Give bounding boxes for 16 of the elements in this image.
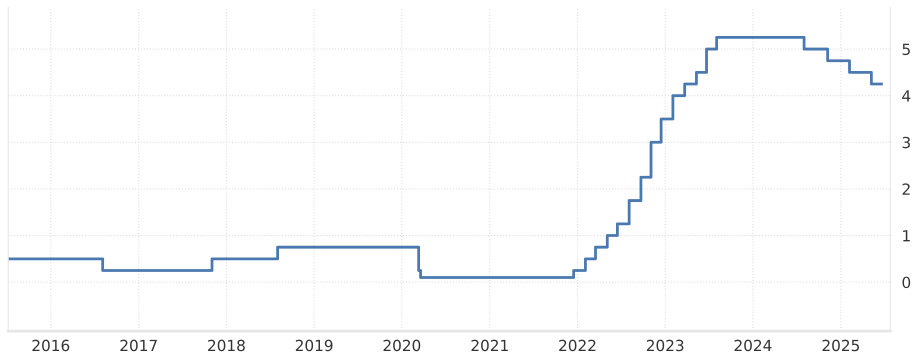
x-tick-label: 2019	[296, 340, 332, 352]
x-tick-label: 2016	[32, 340, 70, 352]
y-tick-label: 4	[902, 90, 910, 102]
y-tick-label: 3	[902, 136, 910, 148]
x-tick-label: 2017	[120, 340, 157, 352]
x-tick-label: 2025	[822, 340, 859, 352]
y-tick-label: 0	[902, 276, 910, 288]
y-tick-label: 1	[903, 230, 910, 242]
x-tick-label: 2023	[646, 340, 684, 352]
y-tick-label: 2	[902, 183, 910, 195]
y-tick-label: 5	[902, 44, 910, 56]
x-tick-label: 2018	[208, 340, 245, 352]
x-tick-label: 2021	[471, 340, 508, 352]
x-tick-label: 2024	[734, 340, 772, 352]
x-tick-label: 2020	[384, 340, 420, 352]
x-tick-label: 2022	[559, 340, 596, 352]
